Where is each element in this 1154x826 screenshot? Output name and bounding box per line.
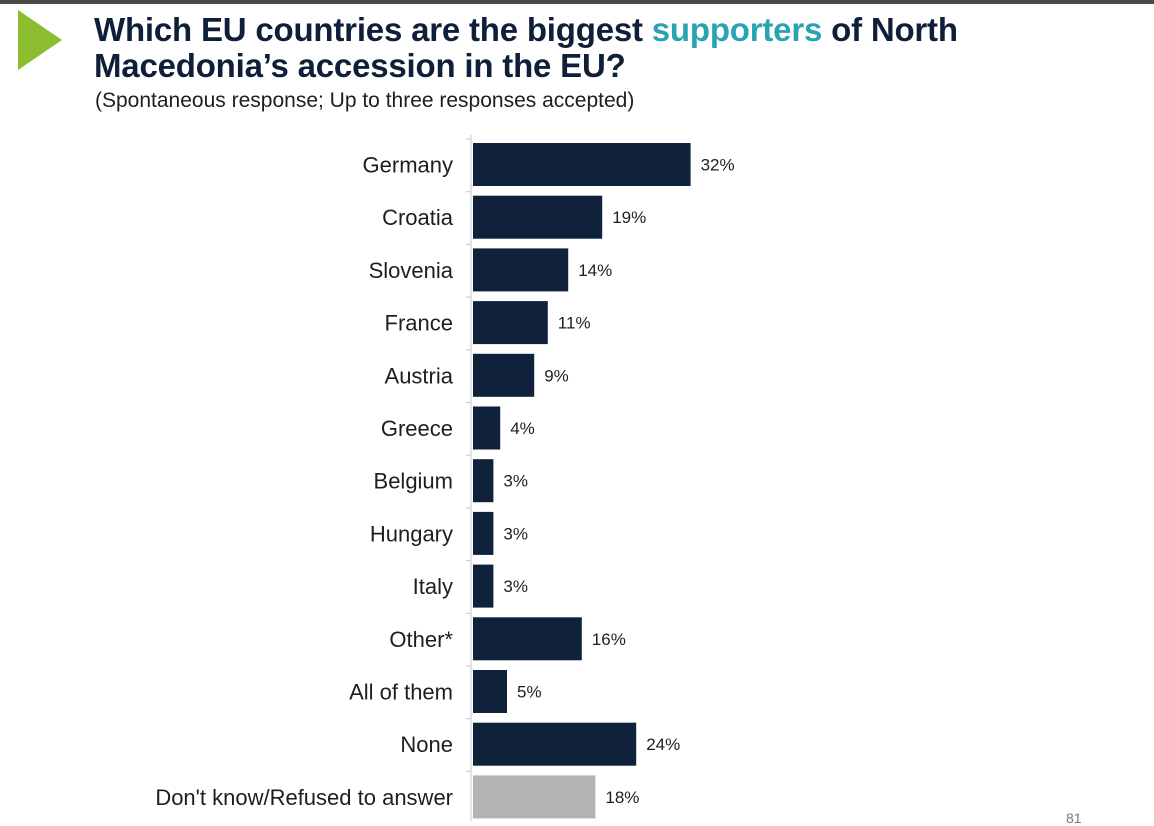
title-part-1: Which EU countries are the biggest: [94, 11, 652, 48]
bar-belgium: [473, 459, 494, 503]
category-label: All of them: [349, 680, 453, 705]
bar-greece: [473, 406, 501, 450]
bar-all-of-them: [473, 670, 507, 713]
value-label: 18%: [605, 788, 639, 807]
slide-title: Which EU countries are the biggest suppo…: [94, 12, 1094, 84]
value-label: 3%: [503, 524, 528, 543]
bar-austria: [473, 353, 535, 397]
slide-subtitle: (Spontaneous response; Up to three respo…: [95, 89, 635, 112]
bar-none: [473, 722, 637, 766]
category-label: Other*: [389, 627, 453, 652]
category-label: None: [400, 732, 453, 757]
value-label: 9%: [544, 366, 569, 385]
category-label: Slovenia: [369, 258, 454, 283]
category-label: Greece: [381, 416, 453, 441]
title-part-2: of North Macedonia’s accession in the EU…: [94, 11, 958, 84]
value-label: 11%: [558, 314, 591, 333]
category-label: Germany: [363, 153, 453, 178]
value-label: 4%: [510, 419, 535, 438]
bar-hungary: [473, 511, 494, 555]
category-label: Belgium: [374, 469, 453, 494]
category-label: Hungary: [370, 521, 453, 546]
value-label: 5%: [517, 683, 542, 702]
bar-france: [473, 301, 548, 345]
category-label: France: [385, 311, 453, 336]
title-highlight: supporters: [651, 11, 823, 48]
bar-germany: [473, 143, 691, 186]
value-label: 32%: [701, 156, 735, 175]
bar-chart: Germany 32% Croatia 19% Slovenia 14% France 11%…: [155, 135, 735, 821]
page-number: 81: [1066, 810, 1082, 826]
value-label: 14%: [578, 261, 612, 280]
value-label: 3%: [503, 577, 528, 596]
category-label: Don't know/Refused to answer: [155, 785, 453, 810]
category-label: Croatia: [382, 205, 454, 230]
bar-croatia: [473, 195, 603, 239]
value-label: 16%: [592, 630, 626, 649]
value-label: 19%: [612, 208, 646, 227]
bar-other: [473, 617, 582, 661]
value-label: 24%: [646, 735, 680, 754]
category-label: Austria: [385, 363, 454, 388]
value-label: 3%: [503, 472, 528, 491]
play-triangle-icon: [18, 10, 62, 70]
bar-italy: [473, 564, 494, 608]
category-label: Italy: [413, 574, 453, 599]
bar-slovenia: [473, 248, 569, 292]
bar-don-t-know-refused-to-answer: [473, 775, 596, 819]
top-border: [0, 0, 1154, 4]
